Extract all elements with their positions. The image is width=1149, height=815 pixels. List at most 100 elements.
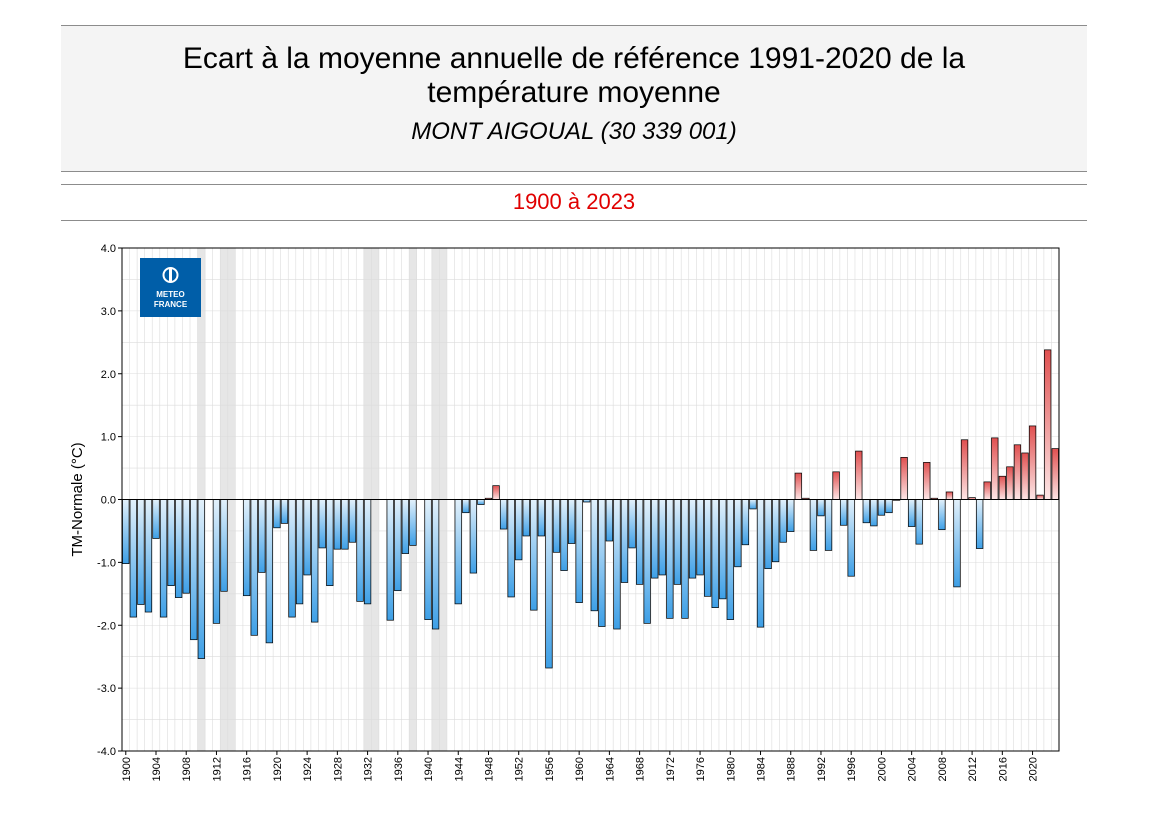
- bars-layer: [122, 349, 1059, 669]
- bar-1972: [666, 499, 674, 619]
- x-tick-label: 1952: [514, 757, 526, 781]
- bar-1976: [696, 499, 704, 576]
- x-tick-label: 1928: [332, 757, 344, 781]
- bar-2010: [953, 499, 961, 588]
- bar-1994: [832, 471, 840, 500]
- x-tick-label: 1956: [544, 757, 556, 781]
- bar-1989: [794, 472, 802, 500]
- x-tick-label: 1992: [816, 757, 828, 781]
- bar-1903: [144, 499, 153, 613]
- logo-text-line1: METEO: [156, 290, 184, 299]
- x-tick-label: 2020: [1028, 757, 1040, 781]
- bar-1926: [318, 499, 326, 549]
- x-tick-label: 1900: [121, 757, 133, 781]
- bar-1964: [605, 499, 614, 542]
- bar-1956: [545, 499, 553, 669]
- bar-2005: [915, 499, 923, 545]
- station-subtitle: MONT AIGOUAL (30 339 001): [411, 118, 737, 145]
- x-tick-label: 1924: [302, 757, 314, 781]
- bar-1973: [673, 499, 682, 585]
- bar-2004: [908, 499, 916, 527]
- bar-1984: [756, 499, 765, 628]
- bar-1912: [212, 499, 221, 624]
- bar-2003: [900, 457, 908, 500]
- bar-1955: [537, 499, 546, 537]
- bar-1937: [401, 499, 409, 554]
- bar-2001: [885, 499, 893, 514]
- bar-1982: [741, 499, 750, 546]
- bar-1935: [386, 499, 394, 621]
- bar-1924: [303, 499, 311, 576]
- y-tick-label: -1.0: [97, 557, 116, 569]
- bar-1901: [129, 499, 137, 618]
- y-tick-label: 2.0: [101, 369, 116, 381]
- y-tick-label: -2.0: [97, 620, 116, 632]
- bar-2017: [1006, 466, 1014, 500]
- bar-1963: [598, 499, 606, 627]
- bar-1922: [288, 499, 296, 618]
- bar-1904: [152, 499, 160, 539]
- meteo-france-logo: METEO FRANCE: [140, 258, 201, 317]
- y-axis: -4.0 -3.0 -2.0 -1.0 0.0 1.0 2.0 3.0 4.0: [97, 243, 122, 758]
- bar-1921: [280, 499, 289, 524]
- bar-1966: [620, 499, 629, 583]
- bar-2008: [938, 499, 946, 531]
- bar-2022: [1044, 349, 1052, 500]
- bar-1995: [840, 499, 848, 526]
- chart-title-line2: température moyenne: [427, 76, 721, 109]
- bar-1986: [772, 499, 780, 563]
- bar-1932: [363, 499, 372, 605]
- bar-1929: [341, 499, 349, 550]
- y-tick-label: 3.0: [101, 306, 116, 318]
- x-tick-label: 1912: [211, 757, 223, 781]
- x-tick-label: 1908: [181, 757, 193, 781]
- bar-2015: [991, 437, 999, 500]
- bar-1913: [220, 499, 228, 592]
- bar-1917: [250, 499, 258, 636]
- period-panel: 1900 à 2023: [61, 184, 1087, 221]
- x-tick-label: 1940: [423, 757, 435, 781]
- bar-1981: [734, 499, 742, 568]
- x-tick-label: 2008: [937, 757, 949, 781]
- bar-1909: [190, 499, 198, 641]
- bar-1971: [658, 499, 666, 576]
- bar-1927: [326, 499, 334, 586]
- y-tick-label: -4.0: [97, 746, 116, 758]
- bar-1962: [590, 499, 598, 612]
- bar-1918: [258, 499, 266, 573]
- y-tick-label: -3.0: [97, 683, 116, 695]
- bar-1947: [477, 499, 485, 505]
- bar-1945: [462, 499, 470, 514]
- x-tick-label: 1988: [786, 757, 798, 781]
- bar-2006: [923, 462, 931, 500]
- x-tick-label: 1948: [483, 757, 495, 781]
- bar-2020: [1028, 425, 1037, 500]
- x-tick-label: 2000: [876, 757, 888, 781]
- chart-title-line1: Ecart à la moyenne annuelle de référence…: [182, 42, 966, 75]
- x-tick-label: 2012: [967, 757, 979, 781]
- bar-1930: [348, 499, 357, 543]
- x-tick-label: 1980: [725, 757, 737, 781]
- bar-1975: [688, 499, 697, 579]
- bar-1946: [469, 499, 478, 574]
- title-panel: Ecart à la moyenne annuelle de référence…: [61, 25, 1087, 172]
- bar-2018: [1013, 444, 1022, 500]
- bar-1944: [454, 499, 462, 605]
- x-tick-label: 1916: [242, 757, 254, 781]
- bar-1953: [522, 499, 530, 537]
- bar-1959: [567, 499, 576, 544]
- bar-1900: [122, 499, 130, 564]
- x-tick-label: 2004: [907, 757, 919, 781]
- x-tick-label: 1968: [635, 757, 647, 781]
- bar-1931: [356, 499, 364, 602]
- bar-1902: [137, 499, 145, 605]
- bar-1905: [159, 499, 168, 618]
- y-tick-label: 0.0: [101, 495, 116, 507]
- bar-1957: [552, 499, 561, 553]
- x-tick-label: 1944: [453, 757, 465, 781]
- bar-2016: [998, 475, 1006, 500]
- bar-2014: [983, 481, 991, 500]
- x-tick-label: 1976: [695, 757, 707, 781]
- bar-1997: [855, 450, 863, 500]
